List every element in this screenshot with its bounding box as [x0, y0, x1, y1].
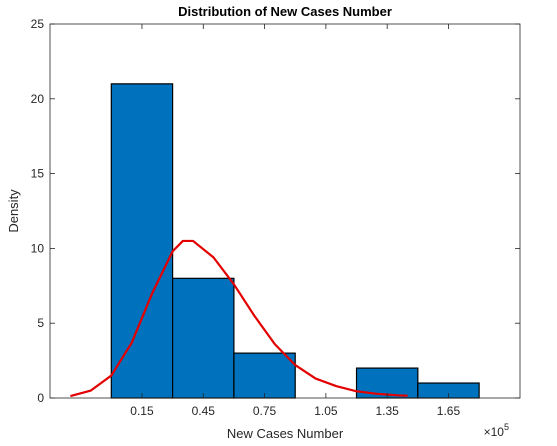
- x-tick-label-4: 1.05: [314, 404, 338, 418]
- histogram-bar-1: [110, 83, 174, 399]
- plot-area-frame: [49, 23, 521, 399]
- x-tick-label-3: 0.75: [253, 404, 277, 418]
- y-tick-label-4: 15: [31, 167, 45, 181]
- chart-title: Distribution of New Cases Number: [178, 4, 392, 19]
- density-curve-layer: [70, 239, 408, 398]
- histogram-bar-2: [172, 277, 235, 399]
- x-tick-label-6: 1.65: [437, 404, 461, 418]
- y-tick-label-1: 0: [37, 391, 44, 405]
- x-tick-label-2: 0.45: [192, 404, 216, 418]
- ticks-layer: 0.15 0.45 0.75 1.05 1.35 1.65 0 5 10 15 20 25: [31, 17, 520, 418]
- histogram-bar-3: [233, 352, 296, 399]
- y-tick-label-2: 5: [37, 316, 44, 330]
- y-tick-label-6: 25: [31, 17, 45, 31]
- x-axis-exponent-base: ×10: [484, 425, 505, 439]
- density-curve-1: [70, 239, 408, 398]
- y-axis-label: Density: [6, 189, 21, 233]
- y-tick-label-5: 20: [31, 92, 45, 106]
- y-tick-label-3: 10: [31, 241, 45, 255]
- x-tick-label-5: 1.35: [375, 404, 399, 418]
- x-axis-exponent: ×105: [484, 422, 509, 439]
- x-tick-label-1: 0.15: [130, 404, 154, 418]
- bars-layer: [110, 83, 480, 399]
- x-axis-exponent-power: 5: [504, 422, 509, 432]
- x-axis-label: New Cases Number: [227, 426, 344, 441]
